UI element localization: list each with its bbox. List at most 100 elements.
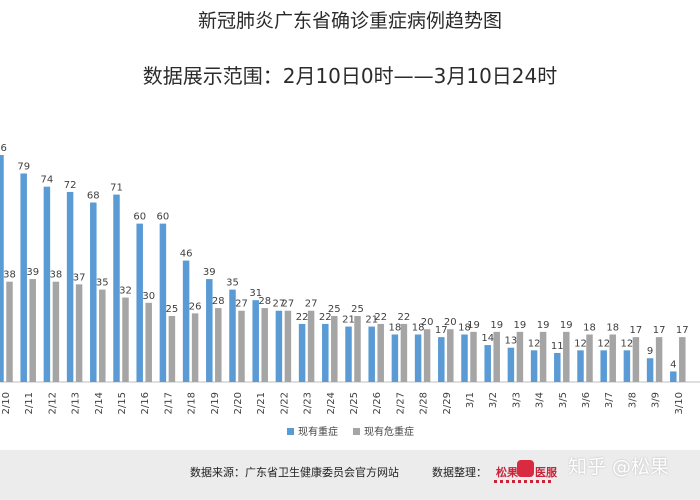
bar-series2-2/24 bbox=[331, 316, 338, 382]
x-tick-label-3/7: 3/7 bbox=[604, 392, 615, 408]
data-label-series1-2/29: 17 bbox=[435, 325, 448, 336]
x-tick-label-3/6: 3/6 bbox=[581, 392, 592, 408]
x-tick-label-2/18: 2/18 bbox=[187, 392, 198, 414]
data-label-series1-3/6: 12 bbox=[574, 338, 587, 349]
bar-series1-2/17 bbox=[159, 223, 167, 382]
data-label-series1-3/8: 12 bbox=[621, 338, 634, 349]
data-label-series2-3/2: 19 bbox=[490, 320, 503, 331]
data-label-series2-2/27: 22 bbox=[398, 312, 411, 323]
data-label-series1-2/11: 79 bbox=[17, 161, 30, 172]
bar-series2-3/7 bbox=[609, 334, 616, 382]
data-label-series1-2/23: 22 bbox=[296, 312, 309, 323]
legend: 现有重症 现有危重症 bbox=[287, 425, 414, 438]
bar-series2-2/16 bbox=[145, 302, 152, 382]
data-label-series2-2/20: 27 bbox=[235, 299, 248, 310]
bar-series1-3/5 bbox=[554, 352, 561, 382]
data-label-series1-2/12: 74 bbox=[41, 175, 54, 186]
bar-series1-2/11 bbox=[20, 173, 27, 382]
x-tick-label-2/16: 2/16 bbox=[140, 392, 151, 414]
data-label-series1-2/13: 72 bbox=[64, 180, 77, 191]
x-tick-label-2/27: 2/27 bbox=[395, 392, 406, 414]
data-label-series2-3/8: 17 bbox=[630, 325, 643, 336]
data-label-series2-3/10: 17 bbox=[676, 325, 689, 336]
data-label-series2-2/17: 25 bbox=[166, 304, 179, 315]
x-tick-label-2/22: 2/22 bbox=[279, 392, 290, 414]
data-label-series1-2/16: 60 bbox=[133, 212, 146, 223]
bar-series2-2/15 bbox=[122, 297, 129, 382]
data-label-series1-3/3: 13 bbox=[505, 336, 518, 347]
bar-series2-3/2 bbox=[493, 331, 500, 382]
data-label-series2-2/11: 39 bbox=[26, 267, 39, 278]
data-label-series2-2/24: 25 bbox=[328, 304, 341, 315]
x-tick-label-3/10: 3/10 bbox=[674, 392, 685, 414]
bar-series2-2/20 bbox=[238, 310, 245, 382]
bar-chart: 86 38 79 39 74 38 72 37 68 35 71 32 60 30 60 25 46 26 39 28… bbox=[0, 143, 700, 438]
x-tick-label-2/29: 2/29 bbox=[442, 392, 453, 414]
x-tick-label-3/5: 3/5 bbox=[558, 392, 569, 408]
data-label-series1-2/17: 60 bbox=[157, 212, 170, 223]
bar-series1-2/18 bbox=[182, 260, 190, 382]
data-label-series1-2/21: 31 bbox=[249, 288, 262, 299]
chart-subtitle: 数据展示范围：2月10日0时——3月10日24时 bbox=[142, 64, 558, 88]
logo-text-left: 松果 bbox=[496, 466, 518, 479]
x-tick-label-2/15: 2/15 bbox=[117, 392, 128, 414]
data-label-series2-3/4: 19 bbox=[537, 320, 550, 331]
x-tick-label-3/4: 3/4 bbox=[535, 392, 546, 408]
data-label-series2-2/22: 27 bbox=[282, 299, 295, 310]
bar-series1-2/13 bbox=[66, 191, 74, 382]
x-tick-label-3/8: 3/8 bbox=[627, 392, 638, 408]
bar-series2-2/13 bbox=[75, 284, 83, 382]
data-label-series1-2/19: 39 bbox=[203, 267, 216, 278]
bar-series1-2/23 bbox=[298, 323, 306, 382]
chart-title: 新冠肺炎广东省确诊重症病例趋势图 bbox=[197, 10, 502, 32]
data-label-series2-2/23: 27 bbox=[305, 299, 318, 310]
data-label-series2-3/6: 18 bbox=[583, 322, 596, 333]
bar-series2-2/18 bbox=[191, 313, 199, 382]
bar-series1-2/19 bbox=[206, 279, 213, 382]
brand-logo: 松果 医服 bbox=[492, 459, 562, 489]
bar-series2-2/17 bbox=[168, 316, 176, 382]
data-label-series1-2/27: 18 bbox=[389, 322, 402, 333]
legend-swatch-series2 bbox=[353, 428, 360, 435]
bar-series1-2/10 bbox=[0, 155, 4, 382]
bar-series1-3/2 bbox=[484, 345, 491, 382]
bar-series1-3/10 bbox=[670, 371, 677, 382]
data-label-series2-2/10: 38 bbox=[3, 270, 16, 281]
x-tick-label-2/17: 2/17 bbox=[163, 392, 174, 414]
x-tick-label-2/24: 2/24 bbox=[326, 392, 337, 414]
data-label-series1-3/9: 9 bbox=[647, 346, 653, 357]
bar-series2-2/26 bbox=[377, 323, 384, 382]
bar-series2-3/9 bbox=[655, 337, 663, 382]
data-label-series2-2/12: 38 bbox=[50, 270, 63, 281]
data-label-series1-3/1: 18 bbox=[458, 322, 471, 333]
bar-series1-2/15 bbox=[113, 194, 120, 382]
bars-group bbox=[0, 155, 686, 382]
x-tick-label-2/14: 2/14 bbox=[94, 392, 105, 414]
x-tick-label-3/9: 3/9 bbox=[651, 392, 662, 408]
x-tick-label-2/13: 2/13 bbox=[71, 392, 82, 414]
data-label-series2-2/21: 28 bbox=[258, 296, 271, 307]
data-label-series2-3/9: 17 bbox=[653, 325, 666, 336]
bar-series1-2/24 bbox=[322, 323, 329, 382]
x-tick-label-2/21: 2/21 bbox=[256, 392, 267, 414]
bar-series2-3/8 bbox=[632, 337, 640, 382]
logo-text-right: 医服 bbox=[535, 466, 557, 479]
data-label-series2-2/25: 25 bbox=[351, 304, 364, 315]
bar-series2-3/4 bbox=[539, 331, 547, 382]
bar-series2-2/28 bbox=[423, 329, 431, 382]
bar-series2-3/1 bbox=[470, 331, 477, 382]
data-label-series1-3/7: 12 bbox=[597, 338, 610, 349]
footer: 数据来源：广东省卫生健康委员会官方网站 数据整理： 松果 医服 bbox=[0, 450, 700, 500]
data-label-series2-2/29: 20 bbox=[444, 317, 457, 328]
bar-series1-3/6 bbox=[577, 350, 584, 382]
data-label-series1-2/28: 18 bbox=[412, 322, 425, 333]
bar-series2-2/25 bbox=[354, 316, 361, 382]
data-label-series2-2/26: 22 bbox=[374, 312, 387, 323]
bar-series2-2/21 bbox=[261, 308, 268, 382]
bar-series2-3/5 bbox=[563, 331, 570, 382]
x-tick-label-2/26: 2/26 bbox=[372, 392, 383, 414]
logo-dots-decoration bbox=[494, 480, 554, 483]
bar-series1-2/12 bbox=[43, 186, 51, 382]
bar-series1-2/27 bbox=[391, 334, 399, 382]
data-label-series2-2/18: 26 bbox=[189, 301, 202, 312]
